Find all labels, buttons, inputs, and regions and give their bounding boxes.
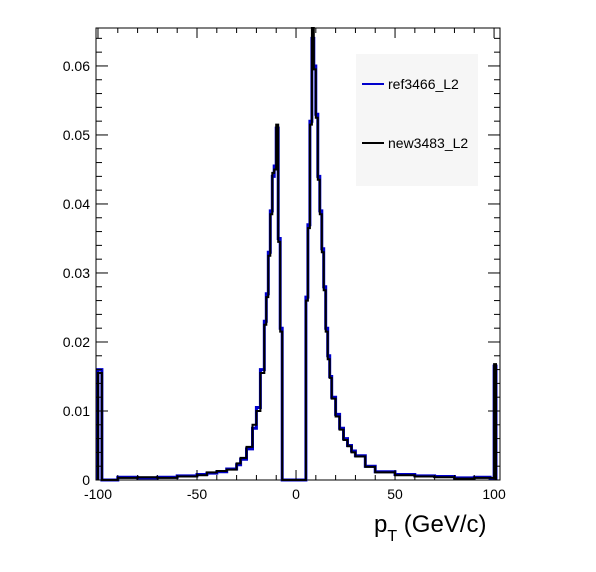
x-tick-label: -100 xyxy=(84,486,112,502)
legend-box xyxy=(356,54,478,186)
y-tick-label: 0.04 xyxy=(63,196,90,212)
y-tick-label: 0.02 xyxy=(63,334,90,350)
y-tick-label: 0.05 xyxy=(63,127,90,143)
y-tick-label: 0.03 xyxy=(63,265,90,281)
x-axis-title-sub: T xyxy=(387,528,397,545)
legend-label-new: new3483_L2 xyxy=(388,135,468,151)
x-tick-label: -50 xyxy=(187,486,207,502)
y-tick-label: 0.01 xyxy=(63,403,90,419)
series-line-new3483_L2 xyxy=(97,27,497,481)
x-axis-title-unit: (GeV/c) xyxy=(397,511,486,538)
x-tick-label: 0 xyxy=(292,486,300,502)
series-layer xyxy=(96,27,498,482)
x-tick-label: 50 xyxy=(387,486,403,502)
x-axis-title: pT (GeV/c) xyxy=(374,511,486,545)
x-tick-label: 100 xyxy=(482,486,506,502)
x-axis-title-main: p xyxy=(374,511,387,538)
y-tick-label: 0 xyxy=(82,472,90,488)
legend-label-ref: ref3466_L2 xyxy=(388,76,459,92)
tick-layer xyxy=(96,28,500,481)
legend: ref3466_L2 new3483_L2 xyxy=(356,54,478,186)
y-tick-label: 0.06 xyxy=(63,58,90,74)
tick-label-layer: -100 -50 0 50 100 0 0.01 0.02 0.03 0.04 0.05 0.06 xyxy=(63,58,506,502)
